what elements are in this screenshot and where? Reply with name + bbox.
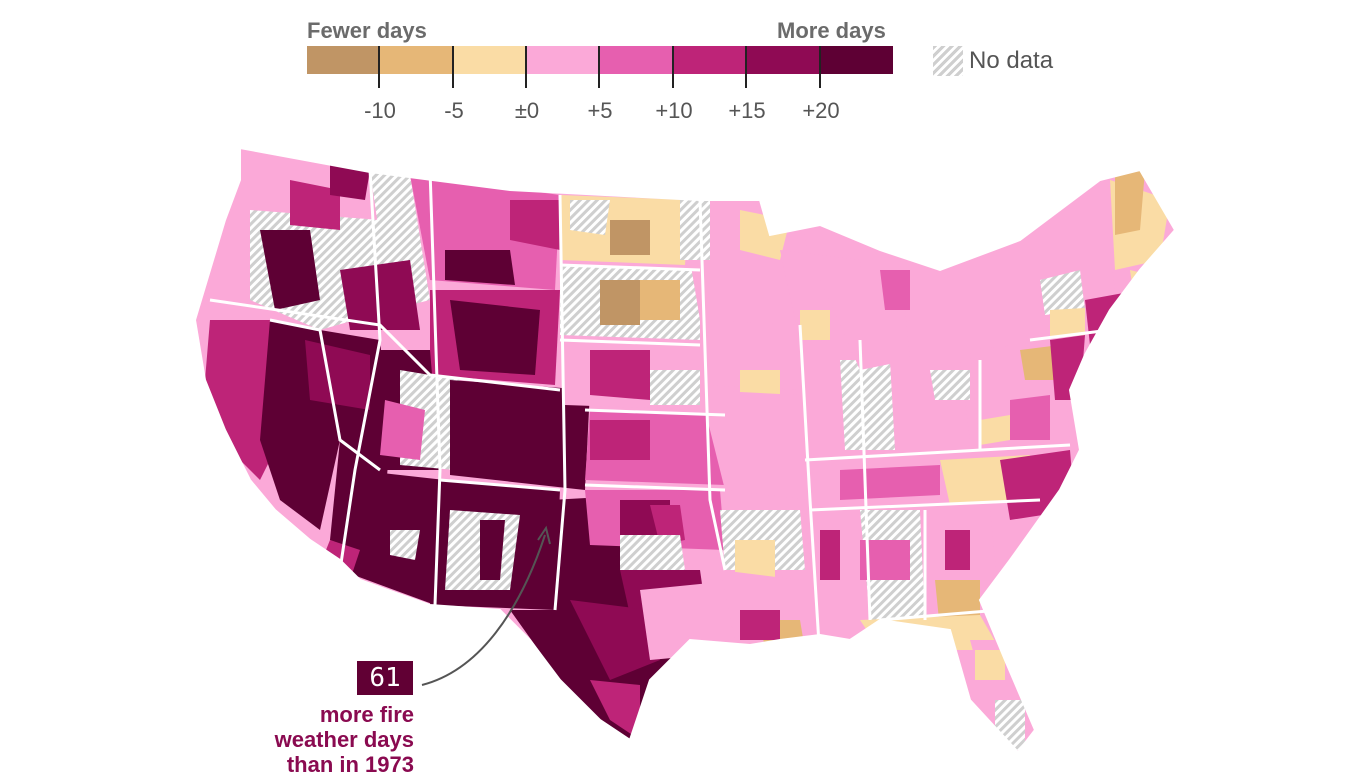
legend-tick-label-1: -10 bbox=[364, 98, 396, 123]
legend-tick-label-3: ±0 bbox=[514, 98, 540, 123]
region-tennessee bbox=[840, 465, 940, 500]
region-oregon-east bbox=[260, 230, 320, 310]
region-new-mexico-inner bbox=[480, 520, 505, 580]
legend-swatch-7 bbox=[746, 46, 820, 74]
region-virginia-west bbox=[980, 415, 1010, 445]
legend-fewer-label: Fewer days bbox=[307, 18, 427, 43]
legend-swatch-2 bbox=[380, 46, 454, 74]
region-georgia-central bbox=[945, 530, 970, 570]
region-indiana-nodata bbox=[840, 360, 895, 450]
legend-tick-5 bbox=[672, 46, 674, 88]
hatch-pattern-icon bbox=[933, 46, 963, 76]
region-oklahoma-nodata bbox=[620, 535, 685, 570]
region-nd-fewer bbox=[610, 220, 650, 255]
us-fire-weather-map bbox=[193, 146, 1177, 754]
legend-swatch-5 bbox=[600, 46, 674, 74]
region-missouri bbox=[700, 390, 810, 500]
region-minnesota-nodata bbox=[680, 200, 710, 260]
legend-tick-6 bbox=[745, 46, 747, 88]
legend-tick-label-6: +15 bbox=[728, 98, 766, 123]
region-nebraska-west bbox=[590, 350, 650, 400]
callout-value: 61 bbox=[357, 661, 413, 695]
region-south-texas bbox=[590, 680, 640, 740]
region-idaho-south bbox=[340, 260, 420, 330]
region-kansas-west bbox=[590, 420, 650, 460]
legend-more-label: More days bbox=[777, 18, 886, 43]
region-sd-fewer bbox=[600, 280, 640, 325]
state-borders bbox=[209, 169, 1111, 661]
region-arizona-nodata bbox=[390, 530, 420, 560]
legend-tick-label-2: -5 bbox=[444, 98, 464, 123]
callout-line-1: more fire bbox=[319, 702, 414, 727]
legend: Fewer days More days -10 -5 ±0 +5 +10 +1… bbox=[0, 0, 1366, 140]
legend-tick-2 bbox=[452, 46, 454, 88]
legend-swatch-6 bbox=[673, 46, 747, 74]
legend-no-data-label: No data bbox=[969, 47, 1054, 74]
region-wyoming-west bbox=[450, 300, 540, 375]
legend-tick-label-5: +10 bbox=[655, 98, 693, 123]
region-new-york-south bbox=[1050, 308, 1085, 338]
region-nevada-central bbox=[305, 340, 370, 410]
legend-tick-1 bbox=[378, 46, 380, 88]
callout-line-2: weather days bbox=[274, 727, 414, 752]
callout-arrow-icon bbox=[421, 525, 551, 686]
region-louisiana-west bbox=[740, 610, 780, 640]
region-ohio-nodata bbox=[930, 370, 970, 400]
region-north-carolina-east bbox=[1000, 450, 1075, 520]
region-florida-central bbox=[975, 650, 1005, 680]
region-washington bbox=[290, 180, 340, 230]
region-virginia bbox=[1010, 395, 1050, 440]
region-michigan-north bbox=[880, 270, 910, 310]
legend-tick-label-4: +5 bbox=[587, 98, 613, 123]
callout-line-3: than in 1973 bbox=[286, 752, 414, 777]
legend-swatch-1 bbox=[307, 46, 381, 74]
legend-tick-label-7: +20 bbox=[802, 98, 840, 123]
legend-swatch-4 bbox=[526, 46, 600, 74]
region-sd-east bbox=[640, 280, 680, 320]
region-nd-nodata bbox=[570, 200, 610, 235]
us-outline bbox=[193, 146, 1177, 754]
legend-tick-3 bbox=[525, 46, 527, 88]
region-montana-east bbox=[510, 200, 560, 250]
legend-tick-7 bbox=[819, 46, 821, 88]
region-new-york-nodata bbox=[1040, 270, 1085, 315]
region-nebraska-nodata bbox=[650, 370, 700, 405]
region-alabama bbox=[860, 540, 910, 580]
region-montana-south bbox=[445, 250, 515, 285]
legend-tick-4 bbox=[598, 46, 600, 88]
region-maine-north bbox=[1115, 170, 1145, 235]
legend-no-data: No data bbox=[933, 46, 1053, 76]
callout-text: more fire weather days than in 1973 bbox=[230, 702, 414, 777]
region-central-texas bbox=[570, 600, 660, 680]
region-arkansas-south bbox=[735, 540, 775, 580]
legend-color-scale bbox=[307, 46, 893, 74]
legend-swatch-3 bbox=[453, 46, 527, 74]
region-colorado bbox=[450, 380, 590, 490]
legend-swatch-8 bbox=[819, 46, 893, 74]
region-mississippi-inner bbox=[820, 530, 840, 580]
region-pennsylvania-east bbox=[1020, 345, 1060, 380]
region-utah-east bbox=[380, 400, 425, 460]
